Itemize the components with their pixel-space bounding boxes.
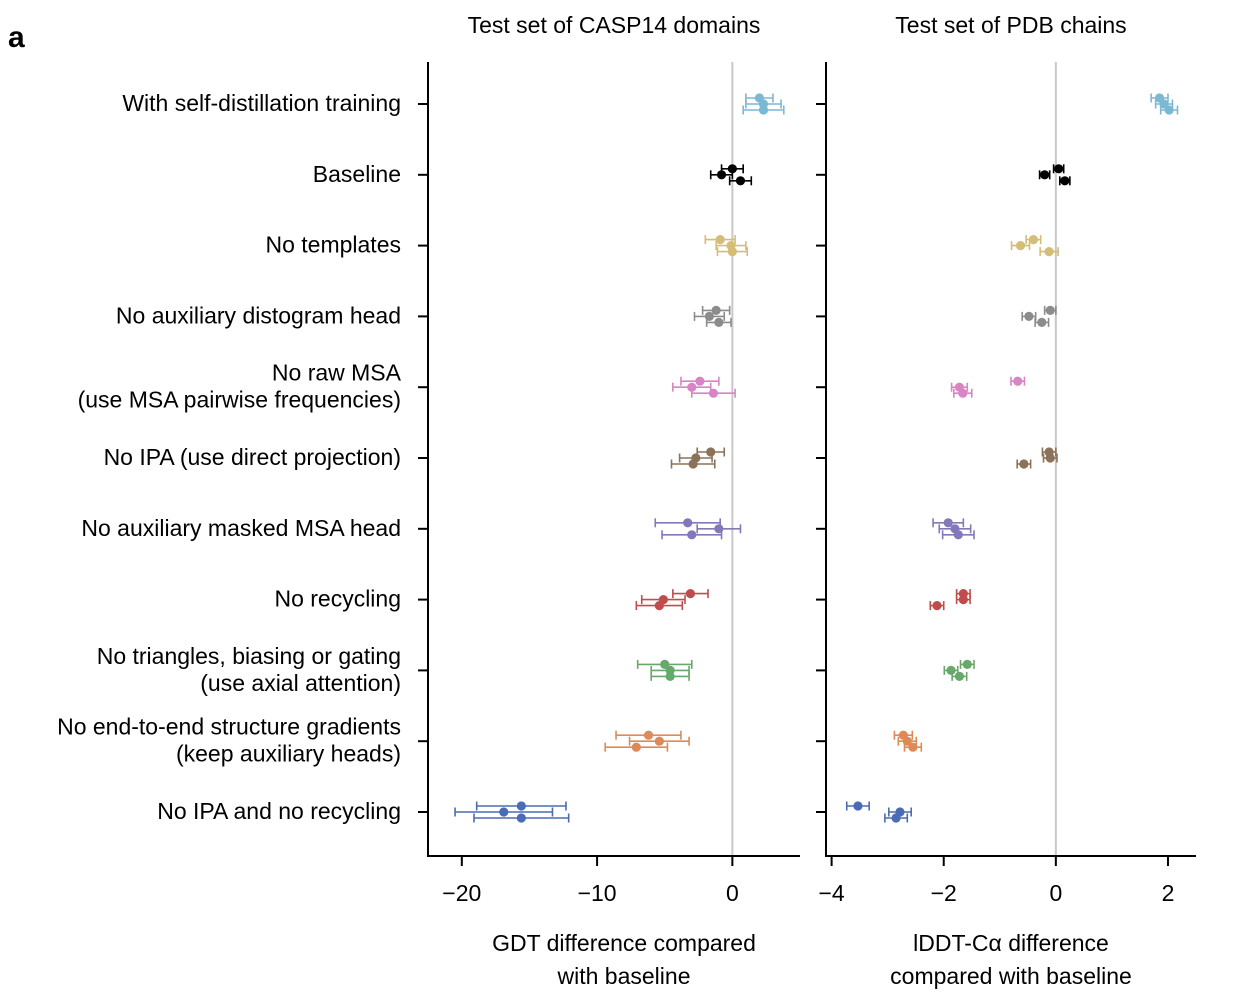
panel-title: Test set of PDB chains: [895, 12, 1126, 38]
data-point: [695, 376, 705, 386]
data-point: [954, 671, 965, 682]
row-label-no-ipa-use-direct-projection: No IPA (use direct projection): [104, 444, 401, 470]
data-point: [660, 659, 670, 670]
data-point: [1028, 235, 1039, 245]
data-point: [654, 736, 664, 746]
x-tick-label: −20: [442, 880, 481, 906]
data-point: [683, 518, 693, 528]
data-point: [1015, 241, 1026, 251]
data-point: [735, 176, 746, 186]
row-label-no-auxiliary-masked-msa-head: No auxiliary masked MSA head: [81, 515, 401, 541]
data-point: [654, 601, 664, 611]
row-labels: With self-distillation training Baseline N…: [57, 90, 402, 824]
data-point: [643, 730, 654, 740]
data-point: [714, 317, 724, 327]
data-point: [1040, 170, 1050, 180]
data-point: [727, 164, 737, 174]
data-point: [1045, 305, 1055, 315]
data-point: [1164, 105, 1174, 115]
data-point: [1159, 99, 1169, 109]
x-axis-label-line-1: lDDT-Cα difference: [913, 930, 1109, 956]
data-point: [853, 801, 863, 811]
data-point: [758, 105, 769, 115]
data-point: [631, 742, 641, 752]
data-point: [687, 382, 697, 392]
data-point: [962, 659, 972, 670]
data-point: [958, 595, 968, 605]
casp14-panel: Test set of CASP14 domains −20 −10 0 GDT dif…: [418, 12, 800, 989]
x-axis-label-line-1: GDT difference compared: [492, 930, 756, 956]
data-point: [1045, 453, 1055, 463]
data-point: [1060, 176, 1070, 186]
x-axis-label-line-2: with baseline: [557, 963, 691, 989]
data-point: [908, 742, 918, 752]
row-label-no-ipa-and-no-recycling: No IPA and no recycling: [157, 798, 401, 824]
pdb-panel: Test set of PDB chains −4 −2 0 2 lDDT-Cα diff…: [816, 12, 1196, 989]
data-point: [499, 807, 509, 817]
row-label-baseline: Baseline: [313, 161, 401, 187]
x-tick-label: 0: [1049, 880, 1062, 906]
panel-title: Test set of CASP14 domains: [468, 12, 761, 38]
panel-letter: a: [8, 21, 25, 54]
data-point: [687, 530, 697, 540]
data-point: [685, 589, 696, 599]
data-point: [711, 305, 721, 315]
row-label-no-auxiliary-distogram-head: No auxiliary distogram head: [116, 302, 401, 328]
data-point: [706, 447, 716, 457]
x-tick-label: −4: [818, 880, 844, 906]
data-point: [943, 518, 953, 528]
x-tick-label: 2: [1162, 880, 1175, 906]
data-point: [1044, 247, 1054, 257]
row-label-no-raw-msa-use-msa-pairwise-frequencies-line-2: (use MSA pairwise frequencies): [78, 387, 401, 413]
data-point: [715, 235, 725, 245]
x-tick-label: −2: [931, 880, 957, 906]
row-label-no-recycling: No recycling: [274, 586, 401, 612]
row-label-no-end-to-end-structure-gradients-keep-auxiliary-heads-line-2: (keep auxiliary heads): [176, 741, 401, 767]
row-label-with-self-distillation-training: With self-distillation training: [122, 90, 401, 116]
data-point: [1013, 376, 1023, 386]
data-point: [1054, 164, 1064, 174]
data-point: [716, 170, 727, 180]
data-point: [891, 813, 901, 823]
row-label-no-templates: No templates: [265, 232, 401, 258]
data-point: [665, 671, 675, 682]
row-label-no-end-to-end-structure-gradients-keep-auxiliary-heads-line-1: No end-to-end structure gradients: [57, 714, 401, 740]
row-label-no-raw-msa-use-msa-pairwise-frequencies-line-1: No raw MSA: [272, 360, 402, 386]
row-label-no-triangles-biasing-or-gating-use-axial-attention-line-1: No triangles, biasing or gating: [97, 643, 401, 669]
data-point: [946, 665, 956, 676]
data-point: [708, 388, 719, 398]
data-point: [727, 247, 737, 257]
x-tick-label: −10: [578, 880, 617, 906]
x-axis-label-line-2: compared with baseline: [890, 963, 1132, 989]
x-tick-label: 0: [726, 880, 739, 906]
row-label-no-triangles-biasing-or-gating-use-axial-attention-line-2: (use axial attention): [200, 670, 401, 696]
data-point: [932, 601, 942, 611]
data-point: [688, 459, 698, 469]
data-point: [1024, 311, 1034, 321]
data-point: [958, 388, 968, 398]
data-point: [516, 801, 526, 811]
data-point: [516, 813, 526, 823]
data-point: [953, 530, 963, 540]
data-point: [1037, 317, 1047, 327]
data-point: [1019, 459, 1029, 469]
